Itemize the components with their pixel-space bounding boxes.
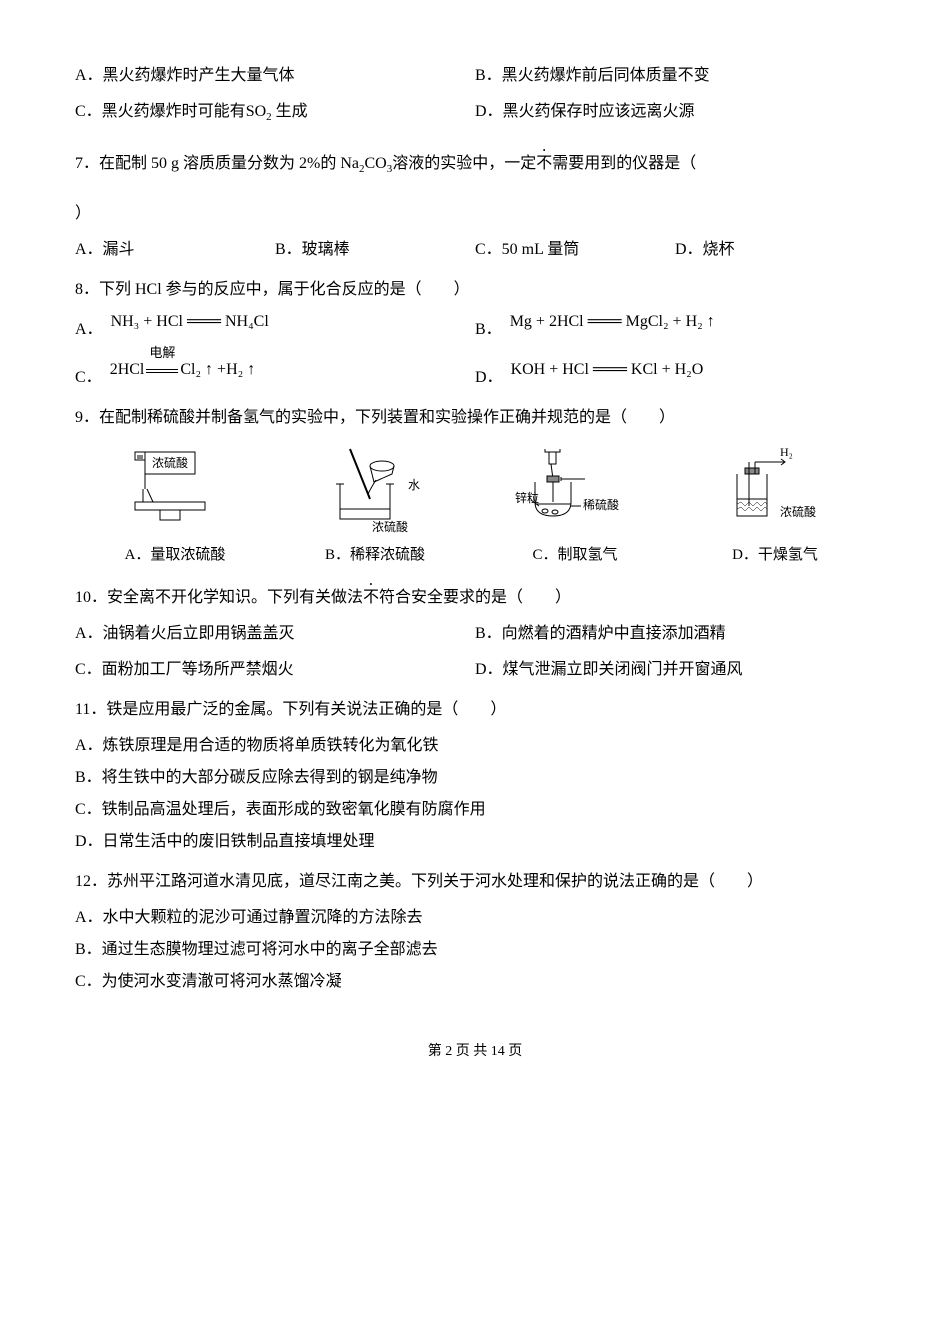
emphasis-bu: 不 bbox=[536, 155, 552, 172]
question-11: 11．铁是应用最广泛的金属。下列有关说法正确的是（ ） A．炼铁原理是用合适的物… bbox=[75, 694, 875, 858]
formula-co: CO bbox=[365, 155, 387, 172]
formula: SO2 bbox=[246, 103, 272, 120]
option-a: A．黑火药爆炸时产生大量气体 bbox=[75, 60, 475, 92]
question-8: 8．下列 HCl 参与的反应中，属于化合反应的是（ ） A． NH₃ + HCl… bbox=[75, 274, 875, 394]
option-b: B．玻璃棒 bbox=[275, 234, 475, 266]
option-a: A．水中大颗粒的泥沙可通过静置沉降的方法除去 bbox=[75, 902, 875, 934]
option-c-tail: 生成 bbox=[272, 103, 308, 120]
diagram-d-svg: H₂ 浓硫酸 bbox=[675, 444, 875, 534]
label-nongsulfo: 浓硫酸 bbox=[372, 519, 408, 534]
label-d: D． bbox=[475, 362, 503, 394]
option-c: C．面粉加工厂等场所严禁烟火 bbox=[75, 654, 475, 686]
option-row: C．面粉加工厂等场所严禁烟火 D．煤气泄漏立即关闭阀门并开窗通风 bbox=[75, 654, 875, 686]
label-b: B． bbox=[475, 314, 502, 346]
diagram-d: H₂ 浓硫酸 D．干燥氢气 bbox=[675, 444, 875, 570]
emphasis-bu: 不 bbox=[363, 589, 379, 606]
diagram-c: 锌粒 稀硫酸 C．制取氢气 bbox=[475, 444, 675, 570]
option-d: D．煤气泄漏立即关闭阀门并开窗通风 bbox=[475, 654, 875, 686]
equation-d: KOH + HCl ═══ KCl + H₂O bbox=[511, 354, 704, 386]
diagram-a: 浓硫酸 A．量取浓硫酸 bbox=[75, 444, 275, 570]
question-text: 7．在配制 50 g 溶质质量分数为 2%的 Na2CO3溶液的实验中，一定不需… bbox=[75, 146, 875, 180]
diagram-c-svg: 锌粒 稀硫酸 bbox=[475, 444, 675, 534]
option-d: D．烧杯 bbox=[675, 234, 875, 266]
q10-text-2: 符合安全要求的是（ ） bbox=[379, 589, 571, 606]
option-d: D．日常生活中的废旧铁制品直接填埋处理 bbox=[75, 826, 875, 858]
diagram-row: 浓硫酸 A．量取浓硫酸 bbox=[75, 444, 875, 570]
label-nongsulfo: 浓硫酸 bbox=[780, 504, 816, 519]
option-row: C．黑火药爆炸时可能有SO2 生成 D．黑火药保存时应该远离火源 bbox=[75, 96, 875, 128]
equation-c: 2HCl电解Cl₂ ↑ +H₂ ↑ bbox=[110, 354, 256, 386]
label-h2: H₂ bbox=[780, 445, 793, 459]
option-c: C． 2HCl电解Cl₂ ↑ +H₂ ↑ bbox=[75, 362, 475, 394]
question-text: 10．安全离不开化学知识。下列有关做法不符合安全要求的是（ ） bbox=[75, 580, 875, 614]
diagram-b: 水 浓硫酸 B．稀释浓硫酸 bbox=[275, 444, 475, 570]
option-c: C．黑火药爆炸时可能有SO2 生成 bbox=[75, 96, 475, 128]
option-row: A．油锅着火后立即用锅盖盖灭 B．向燃着的酒精炉中直接添加酒精 bbox=[75, 618, 875, 650]
option-row: A．漏斗 B．玻璃棒 C．50 mL 量筒 D．烧杯 bbox=[75, 234, 875, 266]
question-12: 12．苏州平江路河道水清见底，道尽江南之美。下列关于河水处理和保护的说法正确的是… bbox=[75, 866, 875, 998]
option-c: C．50 mL 量筒 bbox=[475, 234, 675, 266]
diagram-c-label: C．制取氢气 bbox=[475, 540, 675, 570]
option-c: C．为使河水变清澈可将河水蒸馏冷凝 bbox=[75, 966, 875, 998]
q7-text-3: 需要用到的仪器是（ bbox=[552, 155, 696, 172]
equation-row: C． 2HCl电解Cl₂ ↑ +H₂ ↑ D． KOH + HCl ═══ KC… bbox=[75, 362, 875, 394]
equation-a: NH₃ + HCl ═══ NH₄Cl bbox=[111, 306, 269, 338]
question-text: 8．下列 HCl 参与的反应中，属于化合反应的是（ ） bbox=[75, 274, 875, 306]
label-nongsulfo: 浓硫酸 bbox=[152, 455, 188, 470]
eq-c-left: 2HCl bbox=[110, 361, 145, 378]
question-text: 12．苏州平江路河道水清见底，道尽江南之美。下列关于河水处理和保护的说法正确的是… bbox=[75, 866, 875, 898]
equation-b: Mg + 2HCl ═══ MgCl₂ + H₂ ↑ bbox=[510, 306, 715, 338]
eq-c-right: Cl₂ ↑ +H₂ ↑ bbox=[180, 361, 255, 378]
q10-text-1: 10．安全离不开化学知识。下列有关做法 bbox=[75, 589, 363, 606]
option-a: A．油锅着火后立即用锅盖盖灭 bbox=[75, 618, 475, 650]
page-footer: 第 2 页 共 14 页 bbox=[75, 1038, 875, 1066]
option-a: A． NH₃ + HCl ═══ NH₄Cl bbox=[75, 314, 475, 346]
question-6-options: A．黑火药爆炸时产生大量气体 B．黑火药爆炸前后同体质量不变 C．黑火药爆炸时可… bbox=[75, 60, 875, 128]
label-c: C． bbox=[75, 362, 102, 394]
diagram-b-label: B．稀释浓硫酸 bbox=[275, 540, 475, 570]
question-text: 11．铁是应用最广泛的金属。下列有关说法正确的是（ ） bbox=[75, 694, 875, 726]
label-a: A． bbox=[75, 314, 103, 346]
option-b: B．通过生态膜物理过滤可将河水中的离子全部滤去 bbox=[75, 934, 875, 966]
q7-text-2: 溶液的实验中，一定 bbox=[392, 155, 536, 172]
diagram-b-svg: 水 浓硫酸 bbox=[275, 444, 475, 534]
formula-na: Na bbox=[340, 155, 359, 172]
question-9: 9．在配制稀硫酸并制备氢气的实验中，下列装置和实验操作正确并规范的是（ ） 浓硫… bbox=[75, 402, 875, 570]
diagram-a-svg: 浓硫酸 bbox=[75, 444, 275, 534]
option-b: B．黑火药爆炸前后同体质量不变 bbox=[475, 60, 875, 92]
option-a: A．炼铁原理是用合适的物质将单质铁转化为氧化铁 bbox=[75, 730, 875, 762]
formula-base: SO bbox=[246, 103, 266, 120]
option-b: B．将生铁中的大部分碳反应除去得到的钢是纯净物 bbox=[75, 762, 875, 794]
label-water: 水 bbox=[408, 478, 420, 492]
option-b: B． Mg + 2HCl ═══ MgCl₂ + H₂ ↑ bbox=[475, 314, 875, 346]
eq-condition: 电解 bbox=[144, 354, 180, 386]
option-b: B．向燃着的酒精炉中直接添加酒精 bbox=[475, 618, 875, 650]
option-c-text: C．黑火药爆炸时可能有 bbox=[75, 103, 246, 120]
option-a: A．漏斗 bbox=[75, 234, 275, 266]
option-d: D． KOH + HCl ═══ KCl + H₂O bbox=[475, 362, 875, 394]
diagram-a-label: A．量取浓硫酸 bbox=[75, 540, 275, 570]
q7-text-1: 7．在配制 50 g 溶质质量分数为 2%的 bbox=[75, 155, 340, 172]
question-7: 7．在配制 50 g 溶质质量分数为 2%的 Na2CO3溶液的实验中，一定不需… bbox=[75, 146, 875, 266]
option-row: A．黑火药爆炸时产生大量气体 B．黑火药爆炸前后同体质量不变 bbox=[75, 60, 875, 92]
eq-condition-label: 电解 bbox=[149, 340, 175, 366]
equation-row: A． NH₃ + HCl ═══ NH₄Cl B． Mg + 2HCl ═══ … bbox=[75, 314, 875, 346]
question-paren: ） bbox=[75, 198, 875, 230]
close-paren: ） bbox=[75, 205, 91, 222]
question-text: 9．在配制稀硫酸并制备氢气的实验中，下列装置和实验操作正确并规范的是（ ） bbox=[75, 402, 875, 434]
question-10: 10．安全离不开化学知识。下列有关做法不符合安全要求的是（ ） A．油锅着火后立… bbox=[75, 580, 875, 686]
formula: Na2CO3 bbox=[340, 155, 392, 172]
option-d: D．黑火药保存时应该远离火源 bbox=[475, 96, 875, 128]
label-xisulfo: 稀硫酸 bbox=[583, 497, 619, 512]
diagram-d-label: D．干燥氢气 bbox=[675, 540, 875, 570]
eq-line bbox=[146, 369, 178, 373]
option-c: C．铁制品高温处理后，表面形成的致密氧化膜有防腐作用 bbox=[75, 794, 875, 826]
